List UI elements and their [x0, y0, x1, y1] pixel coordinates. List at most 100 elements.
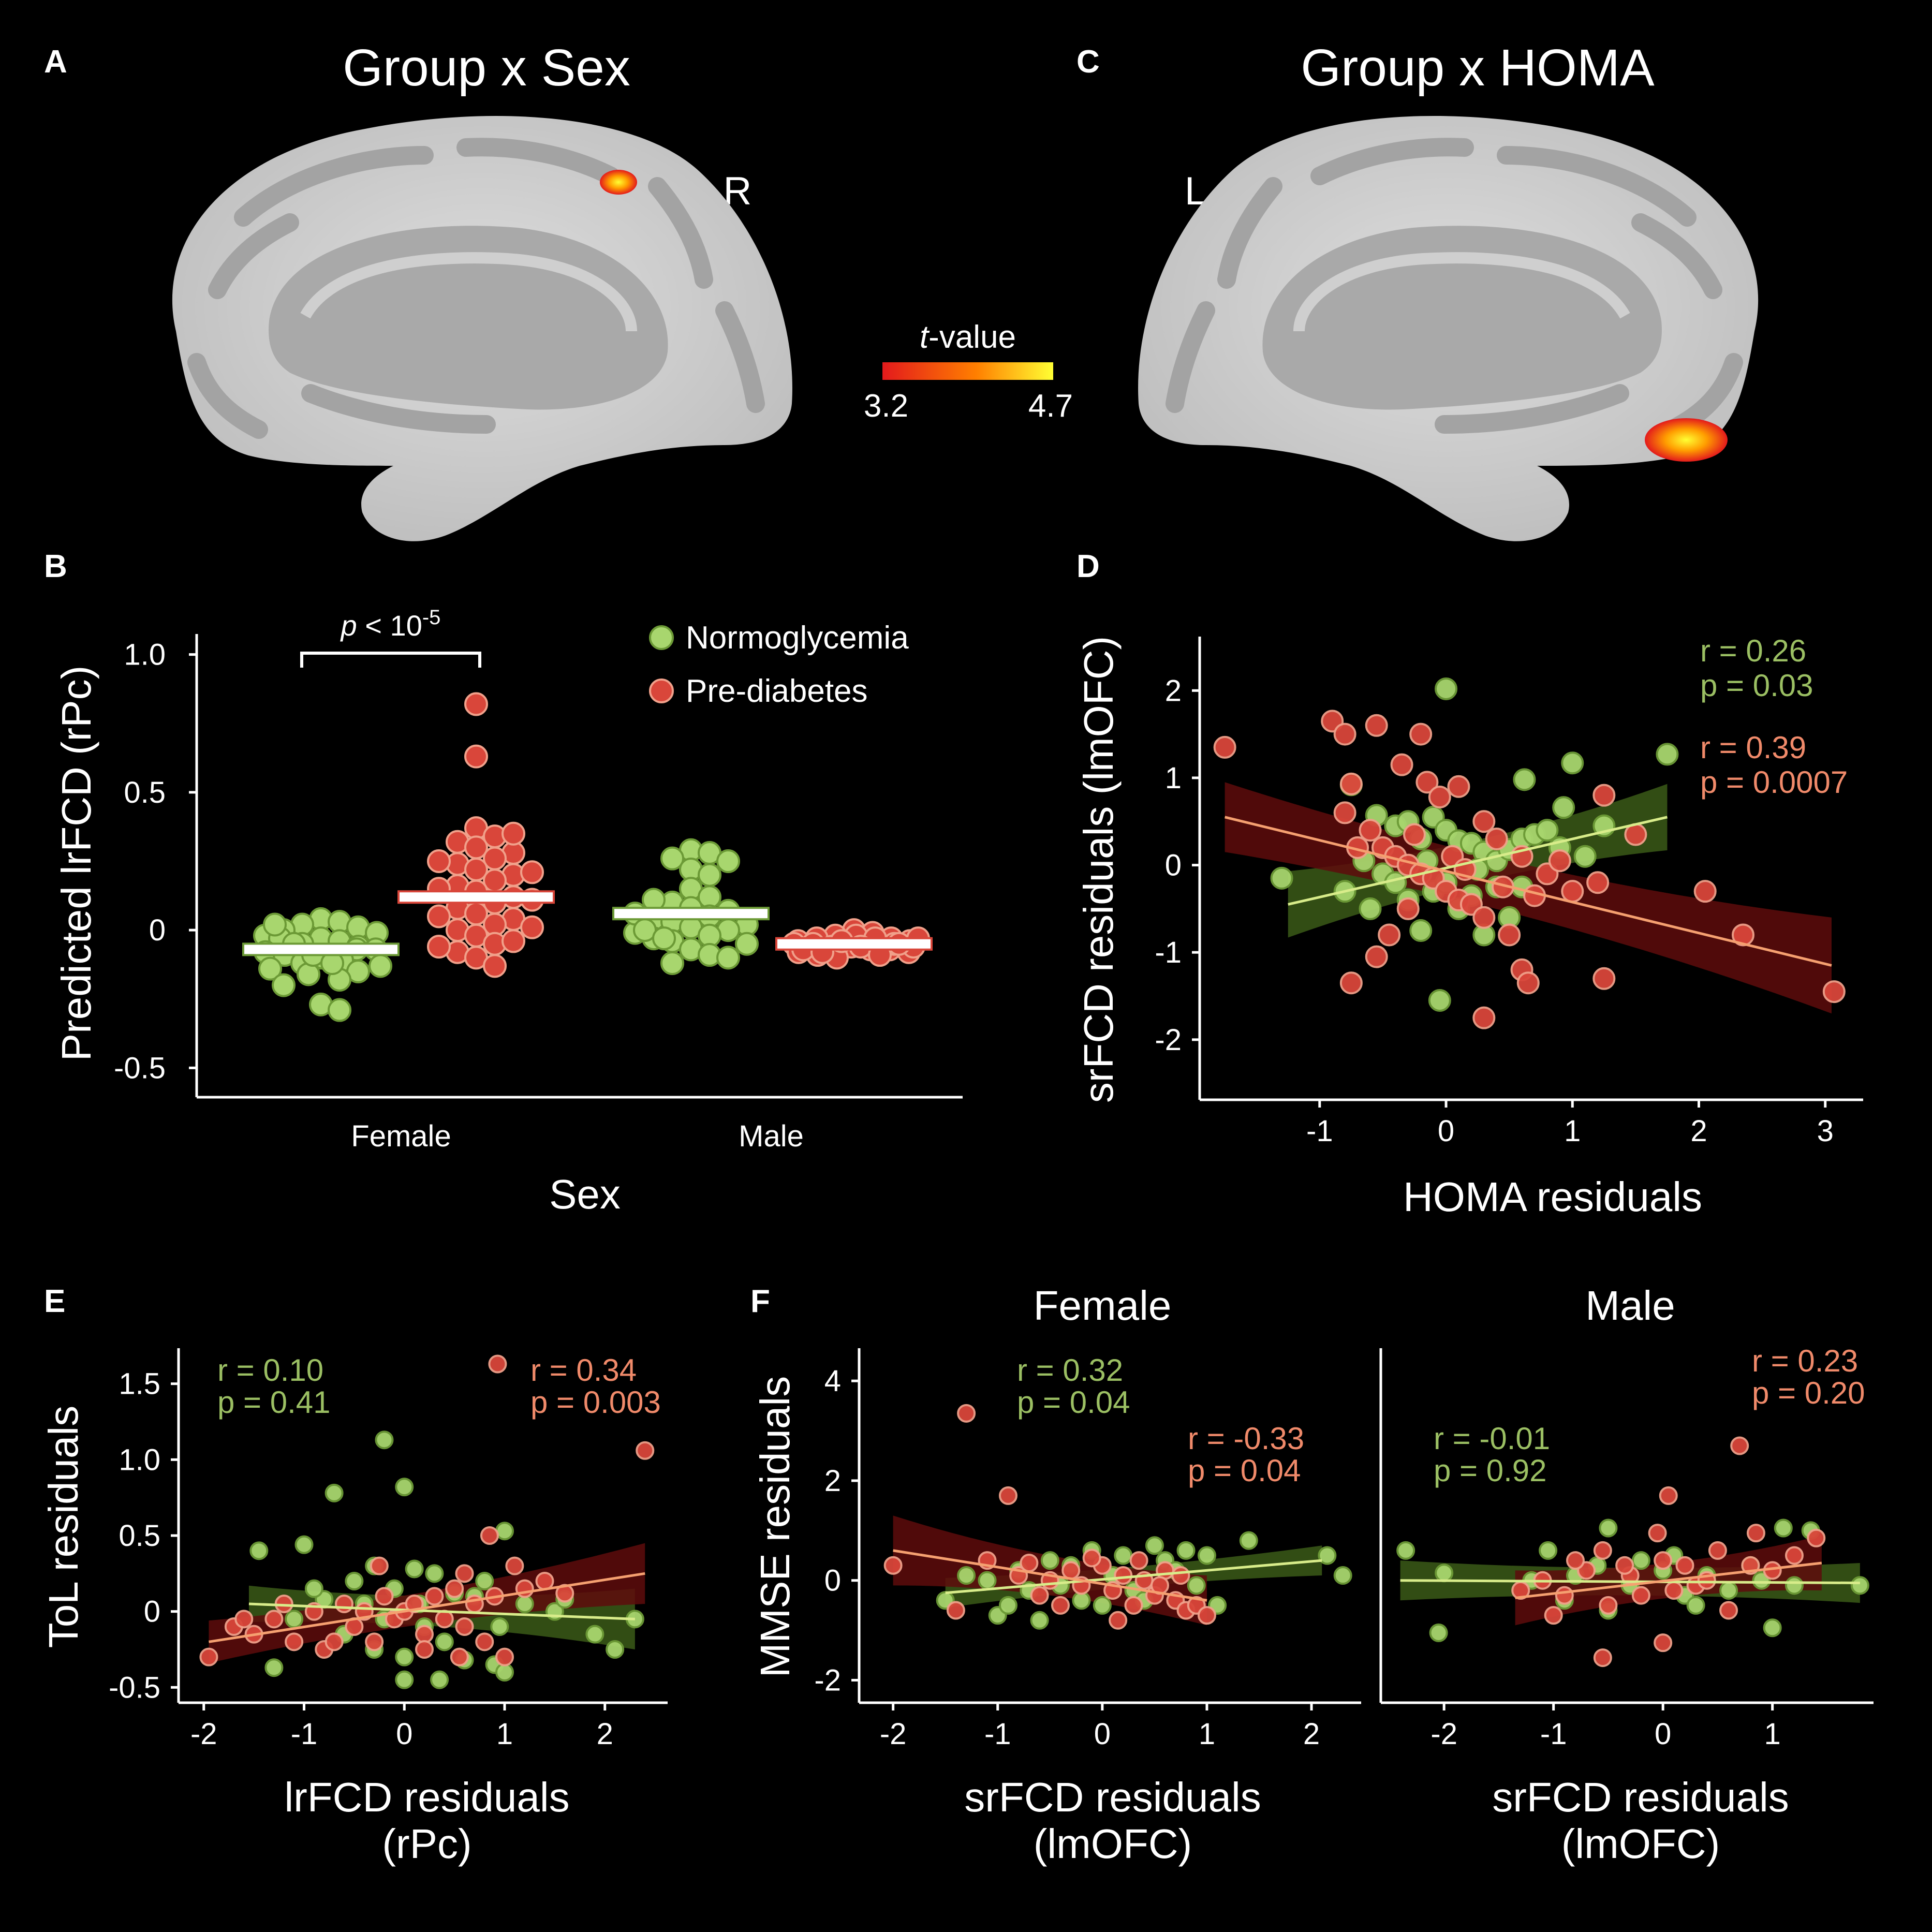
- d-point-prediabetes: [1822, 980, 1846, 1004]
- f-male-point-prediabetes: [1730, 1436, 1749, 1455]
- panel-a-title: Group x Sex: [343, 39, 630, 97]
- f-male-point-prediabetes: [1675, 1556, 1694, 1575]
- d-point-prediabetes: [1378, 923, 1401, 947]
- e-point-prediabetes: [480, 1526, 499, 1545]
- activation-blob-lmofc: [1645, 418, 1728, 462]
- d-ytick-label: 2: [1165, 674, 1182, 707]
- f-male-xtick-label: -1: [1540, 1717, 1567, 1751]
- prediabetes-point-female: [464, 692, 488, 716]
- d-plot-content: -1 0 1 2 3 2 1 0 -1 -2: [1155, 674, 1846, 1148]
- f-male-xtick-label: 1: [1764, 1717, 1781, 1751]
- e-point-normoglycemia: [395, 1647, 414, 1666]
- f-male-x-label: srFCD residuals: [1492, 1774, 1789, 1820]
- legend-swatch-prediabetes: [649, 679, 674, 703]
- e-point-normoglycemia: [606, 1640, 625, 1659]
- mean-bar-prediabetes-female: [397, 890, 555, 904]
- e-point-prediabetes: [234, 1610, 254, 1629]
- d-point-prediabetes: [1731, 923, 1754, 947]
- e-stat-green-p: p = 0.41: [217, 1385, 331, 1420]
- panel-f-male-scatter: Male -2 -1 0 1 srFCD residuals (lmOFC) r = …: [1379, 1282, 1874, 1867]
- d-point-prediabetes: [1447, 775, 1470, 798]
- normoglycemia-point-female: [272, 973, 296, 997]
- f-male-point-normoglycemia: [1429, 1623, 1448, 1642]
- prediabetes-point-female: [427, 849, 451, 873]
- mean-bar-normoglycemia-male: [612, 907, 770, 921]
- d-point-prediabetes: [1403, 823, 1426, 846]
- b-y-label: Predicted lrFCD (rPc): [53, 666, 99, 1061]
- e-point-prediabetes: [415, 1640, 434, 1659]
- e-point-normoglycemia: [264, 1658, 284, 1677]
- f-male-plot-content: -2 -1 0 1: [1396, 1436, 1869, 1751]
- f-male-stat-red-p: p = 0.20: [1752, 1376, 1865, 1410]
- f-female-ytick-label: 0: [824, 1564, 841, 1598]
- e-point-normoglycemia: [515, 1595, 534, 1613]
- e-point-normoglycemia: [345, 1572, 364, 1590]
- prediabetes-point-female: [483, 954, 507, 978]
- panel-d-scatter: -1 0 1 2 3 2 1 0 -1 -2 HOMA residuals srFCD resid…: [1075, 633, 1863, 1220]
- f-male-point-normoglycemia: [1784, 1576, 1804, 1595]
- f-female-point-normoglycemia: [1197, 1546, 1216, 1565]
- normoglycemia-point-male: [660, 846, 684, 871]
- colorbar-gradient: [882, 362, 1053, 380]
- f-female-x-label: srFCD residuals: [964, 1774, 1261, 1820]
- e-point-prediabetes: [415, 1625, 434, 1644]
- d-stat-red-p: p = 0.0007: [1700, 765, 1848, 800]
- e-fit-line-prediabetes: [209, 1572, 645, 1643]
- f-female-stat-red-p: p = 0.04: [1188, 1453, 1301, 1488]
- e-ytick-label: 1.5: [119, 1367, 160, 1401]
- e-xtick-label: 0: [396, 1717, 412, 1751]
- d-point-prediabetes: [1592, 784, 1616, 807]
- f-female-ytick-label: 2: [824, 1464, 841, 1498]
- f-male-xtick-label: 0: [1655, 1717, 1671, 1751]
- b-points: [242, 692, 933, 1022]
- d-x-label: HOMA residuals: [1403, 1174, 1702, 1220]
- f-male-point-prediabetes: [1648, 1524, 1667, 1543]
- d-point-prediabetes: [1359, 819, 1382, 842]
- d-xtick-label: 3: [1817, 1114, 1834, 1148]
- e-point-normoglycemia: [325, 1483, 344, 1502]
- e-point-normoglycemia: [395, 1478, 414, 1497]
- f-male-stat-red-r: r = 0.23: [1752, 1344, 1858, 1378]
- f-female-point-prediabetes: [957, 1404, 976, 1423]
- f-female-ytick-label: -2: [814, 1663, 841, 1697]
- panel-letter-a: A: [44, 44, 67, 80]
- f-female-point-prediabetes: [1061, 1561, 1081, 1580]
- e-point-prediabetes: [435, 1610, 454, 1629]
- legend-normoglycemia: Normoglycemia: [686, 620, 909, 656]
- e-point-normoglycemia: [395, 1670, 414, 1689]
- f-female-xtick-label: 0: [1094, 1717, 1111, 1751]
- e-point-normoglycemia: [425, 1564, 444, 1583]
- t-value-colorbar: t-value 3.2 4.7: [864, 319, 1073, 424]
- normoglycemia-point-female: [297, 962, 320, 986]
- panel-b-strip-plot: 1.0 0.5 0 -0.5 Female Male Sex Predicted lr…: [53, 606, 963, 1217]
- f-female-point-normoglycemia: [1040, 1551, 1059, 1570]
- e-point-normoglycemia: [375, 1430, 394, 1450]
- normoglycemia-point-female: [263, 912, 287, 937]
- b-xtick-male: Male: [739, 1119, 804, 1153]
- d-ytick-label: 1: [1165, 761, 1182, 795]
- f-female-point-prediabetes: [1030, 1586, 1049, 1605]
- d-point-prediabetes: [1409, 722, 1433, 746]
- panel-a: A Group x Sex R: [44, 39, 792, 541]
- f-female-point-prediabetes: [883, 1556, 903, 1575]
- f-male-x-label-2: (lmOFC): [1561, 1821, 1720, 1867]
- e-y-label: ToL residuals: [40, 1406, 86, 1648]
- d-point-prediabetes: [1333, 722, 1356, 746]
- f-male-point-normoglycemia: [1631, 1551, 1650, 1570]
- e-ytick-label: 0: [144, 1595, 160, 1629]
- significance-bracket: [300, 652, 481, 668]
- prediabetes-point-female: [520, 860, 544, 884]
- f-female-plot-content: -2 -1 0 1 2 4 2 0 -2: [814, 1364, 1352, 1751]
- f-male-point-normoglycemia: [1396, 1541, 1415, 1560]
- normoglycemia-point-male: [652, 926, 676, 951]
- d-point-normoglycemia: [1573, 845, 1597, 868]
- d-point-prediabetes: [1213, 735, 1236, 759]
- e-stat-red-r: r = 0.34: [530, 1353, 637, 1388]
- f-male-point-prediabetes: [1784, 1546, 1804, 1565]
- e-point-normoglycemia: [435, 1632, 454, 1651]
- f-male-point-prediabetes: [1615, 1556, 1634, 1575]
- f-female-point-normoglycemia: [1176, 1541, 1196, 1560]
- prediabetes-point-female: [464, 744, 488, 769]
- e-xtick-label: -1: [291, 1717, 318, 1751]
- f-female-point-prediabetes: [946, 1601, 965, 1620]
